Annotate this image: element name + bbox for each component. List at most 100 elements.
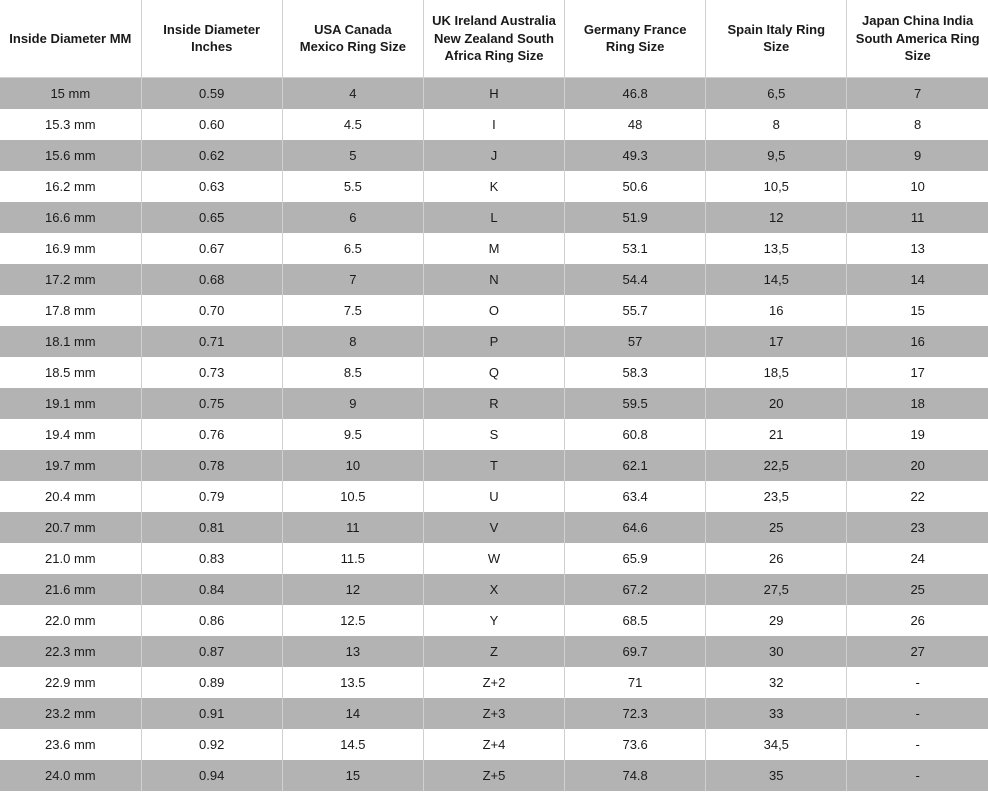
table-cell: 0.86: [141, 605, 282, 636]
table-cell: 32: [706, 667, 847, 698]
table-cell: -: [847, 760, 988, 791]
table-cell: 64.6: [565, 512, 706, 543]
table-row: 16.9 mm0.676.5M53.113,513: [0, 233, 988, 264]
table-cell: 23.6 mm: [0, 729, 141, 760]
table-cell: 57: [565, 326, 706, 357]
table-cell: 24.0 mm: [0, 760, 141, 791]
table-cell: 22.9 mm: [0, 667, 141, 698]
table-cell: 72.3: [565, 698, 706, 729]
table-row: 22.0 mm0.8612.5Y68.52926: [0, 605, 988, 636]
table-row: 15.3 mm0.604.5I4888: [0, 109, 988, 140]
table-cell: 67.2: [565, 574, 706, 605]
table-cell: 12: [706, 202, 847, 233]
table-cell: 10: [282, 450, 423, 481]
table-cell: 13: [282, 636, 423, 667]
table-row: 17.2 mm0.687N54.414,514: [0, 264, 988, 295]
table-row: 20.7 mm0.8111V64.62523: [0, 512, 988, 543]
table-cell: 22,5: [706, 450, 847, 481]
table-cell: I: [423, 109, 564, 140]
table-cell: -: [847, 667, 988, 698]
table-cell: 5.5: [282, 171, 423, 202]
table-cell: 49.3: [565, 140, 706, 171]
table-cell: N: [423, 264, 564, 295]
table-row: 15.6 mm0.625J49.39,59: [0, 140, 988, 171]
table-cell: 50.6: [565, 171, 706, 202]
table-cell: Z+2: [423, 667, 564, 698]
table-cell: 22: [847, 481, 988, 512]
table-cell: 16: [847, 326, 988, 357]
table-cell: U: [423, 481, 564, 512]
table-cell: 53.1: [565, 233, 706, 264]
table-cell: T: [423, 450, 564, 481]
ring-size-table: Inside Diameter MMInside Diameter Inches…: [0, 0, 988, 791]
table-cell: 0.68: [141, 264, 282, 295]
table-cell: 19.7 mm: [0, 450, 141, 481]
table-cell: P: [423, 326, 564, 357]
table-cell: 15: [282, 760, 423, 791]
column-header: Germany France Ring Size: [565, 0, 706, 77]
table-cell: 0.59: [141, 77, 282, 109]
table-cell: 26: [847, 605, 988, 636]
table-cell: 63.4: [565, 481, 706, 512]
table-row: 17.8 mm0.707.5O55.71615: [0, 295, 988, 326]
table-row: 18.5 mm0.738.5Q58.318,517: [0, 357, 988, 388]
table-cell: 54.4: [565, 264, 706, 295]
table-cell: 59.5: [565, 388, 706, 419]
table-cell: 13.5: [282, 667, 423, 698]
table-row: 23.6 mm0.9214.5Z+473.634,5-: [0, 729, 988, 760]
table-cell: 16.2 mm: [0, 171, 141, 202]
table-row: 16.6 mm0.656L51.91211: [0, 202, 988, 233]
column-header: UK Ireland Australia New Zealand South A…: [423, 0, 564, 77]
table-cell: 4: [282, 77, 423, 109]
column-header: Japan China India South America Ring Siz…: [847, 0, 988, 77]
table-cell: 0.91: [141, 698, 282, 729]
table-cell: 16.6 mm: [0, 202, 141, 233]
table-cell: 11.5: [282, 543, 423, 574]
table-cell: 16.9 mm: [0, 233, 141, 264]
table-cell: 18: [847, 388, 988, 419]
table-cell: 21.0 mm: [0, 543, 141, 574]
table-cell: 23,5: [706, 481, 847, 512]
table-cell: Q: [423, 357, 564, 388]
table-cell: 8.5: [282, 357, 423, 388]
table-cell: 68.5: [565, 605, 706, 636]
table-cell: 69.7: [565, 636, 706, 667]
table-cell: 24: [847, 543, 988, 574]
table-cell: 9: [847, 140, 988, 171]
table-cell: 0.76: [141, 419, 282, 450]
table-cell: 11: [282, 512, 423, 543]
table-cell: Y: [423, 605, 564, 636]
table-cell: 17: [847, 357, 988, 388]
table-cell: 0.89: [141, 667, 282, 698]
table-cell: 0.94: [141, 760, 282, 791]
table-row: 19.1 mm0.759R59.52018: [0, 388, 988, 419]
table-cell: W: [423, 543, 564, 574]
table-cell: 29: [706, 605, 847, 636]
table-cell: 0.65: [141, 202, 282, 233]
table-cell: 21: [706, 419, 847, 450]
table-cell: 0.73: [141, 357, 282, 388]
table-cell: 19.4 mm: [0, 419, 141, 450]
table-cell: 17: [706, 326, 847, 357]
table-cell: Z+5: [423, 760, 564, 791]
table-cell: 7.5: [282, 295, 423, 326]
table-cell: O: [423, 295, 564, 326]
table-cell: 0.62: [141, 140, 282, 171]
table-cell: 60.8: [565, 419, 706, 450]
table-cell: 0.60: [141, 109, 282, 140]
table-cell: 20.7 mm: [0, 512, 141, 543]
table-row: 22.9 mm0.8913.5Z+27132-: [0, 667, 988, 698]
table-cell: K: [423, 171, 564, 202]
table-cell: 73.6: [565, 729, 706, 760]
table-cell: 74.8: [565, 760, 706, 791]
table-row: 18.1 mm0.718P571716: [0, 326, 988, 357]
table-cell: 27: [847, 636, 988, 667]
table-cell: 0.70: [141, 295, 282, 326]
table-cell: 20.4 mm: [0, 481, 141, 512]
table-cell: 22.0 mm: [0, 605, 141, 636]
table-cell: 13,5: [706, 233, 847, 264]
table-cell: 10: [847, 171, 988, 202]
table-cell: 25: [706, 512, 847, 543]
table-cell: 0.67: [141, 233, 282, 264]
table-cell: Z: [423, 636, 564, 667]
